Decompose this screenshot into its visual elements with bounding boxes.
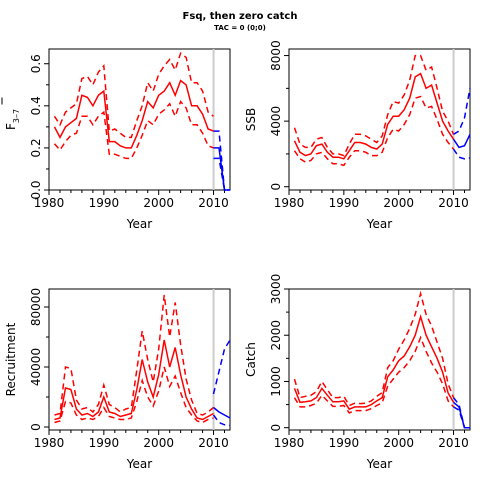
x-axis-label: Year (366, 217, 392, 231)
chart-panel-top-right: 1980 1990 2000 2010 0 4000 8000 Year SSB (244, 40, 471, 231)
series-projection-dashed-line (452, 397, 470, 429)
series-historical-dashed-line (293, 54, 455, 157)
x-tick-label: 2010 (198, 436, 229, 450)
x-axis-label: Year (126, 217, 152, 231)
y-tick-label: 40000 (29, 348, 43, 386)
y-axis-label: F3–7 (4, 109, 21, 130)
series-historical-dashed-line (53, 51, 214, 139)
y-axis-label: Recruitment (4, 322, 18, 396)
series-projection-dashed-line (453, 406, 470, 429)
y-tick-label: 8000 (269, 40, 283, 71)
series-historical-dashed-line (293, 335, 455, 414)
y-tick-label: 0.4 (29, 96, 43, 115)
series-historical-dashed-line (54, 366, 214, 424)
series-projection-dashed-line (452, 148, 471, 160)
x-tick-label: 2010 (198, 196, 229, 210)
y-axis-label-subscript: 3–7 (12, 109, 21, 123)
series-historical-dashed-line (54, 294, 214, 416)
x-tick-label: 1980 (34, 196, 65, 210)
series-historical-solid-line (54, 339, 214, 421)
series-projection-solid-line (452, 133, 471, 149)
series-historical-dashed-line (293, 290, 455, 407)
y-tick-label: 0 (269, 183, 283, 191)
series-projection-dashed-line (212, 339, 231, 395)
chart-panel-top-left: 1980 1990 2000 2010 0.0 0.2 0.4 0.6 Year F3–7 (1, 48, 231, 231)
y-tick-label: 80000 (29, 288, 43, 326)
series-historical-dashed-line (53, 100, 214, 160)
series-projection-dashed-line (213, 157, 230, 191)
x-tick-label: 1990 (329, 196, 360, 210)
series-projection-solid-line (213, 147, 230, 191)
series-projection-dashed-line (213, 130, 230, 191)
series-historical-solid-line (293, 314, 455, 411)
series-historical-solid-line (293, 72, 455, 160)
y-tick-label: 0 (29, 423, 43, 431)
x-tick-label: 1980 (274, 196, 305, 210)
y-tick-label: 4000 (269, 106, 283, 137)
y-tick-label: 0 (269, 424, 283, 432)
y-tick-label: 1000 (269, 366, 283, 397)
plot-frame (288, 48, 471, 191)
series-projection-solid-line (213, 406, 231, 419)
plot-frame (288, 288, 471, 431)
y-axis-label-base: F (4, 123, 18, 130)
chart-panel-bottom-left: 1980 1990 2000 2010 0 40000 80000 Year Recruitme… (4, 288, 231, 471)
chart-panel-bottom-right: 1980 1990 2000 2010 0 1000 2000 3000 Year Catch (244, 274, 471, 471)
figure-title: Fsq, then zero catch (182, 11, 298, 22)
series-historical-solid-line (53, 79, 214, 149)
series-projection-dashed-line (453, 88, 471, 135)
x-tick-label: 2010 (438, 436, 469, 450)
x-axis-label: Year (126, 457, 152, 471)
y-tick-label: 0.6 (29, 54, 43, 73)
x-tick-label: 2000 (143, 436, 174, 450)
x-axis-label: Year (366, 457, 392, 471)
x-tick-label: 2010 (438, 196, 469, 210)
x-tick-label: 1980 (274, 436, 305, 450)
x-tick-label: 1980 (34, 436, 65, 450)
series-projection-solid-line (453, 401, 470, 429)
figure-subtitle: TAC = 0 (0;0) (214, 24, 266, 32)
y-axis-label: Catch (244, 342, 258, 377)
x-tick-label: 2000 (383, 196, 414, 210)
x-tick-label: 1990 (89, 436, 120, 450)
series-projection-dashed-line (212, 414, 231, 427)
y-axis-label: SSB (244, 108, 258, 131)
y-tick-label: 2000 (269, 320, 283, 351)
x-tick-label: 1990 (89, 196, 120, 210)
x-tick-label: 2000 (383, 436, 414, 450)
plot-frame (48, 48, 231, 191)
y-tick-label: 0.2 (29, 138, 43, 157)
x-tick-label: 1990 (329, 436, 360, 450)
x-tick-label: 2000 (143, 196, 174, 210)
y-tick-label: 3000 (269, 274, 283, 305)
y-tick-label: 0.0 (29, 180, 43, 199)
series-historical-dashed-line (293, 95, 455, 167)
plot-frame (48, 288, 231, 431)
